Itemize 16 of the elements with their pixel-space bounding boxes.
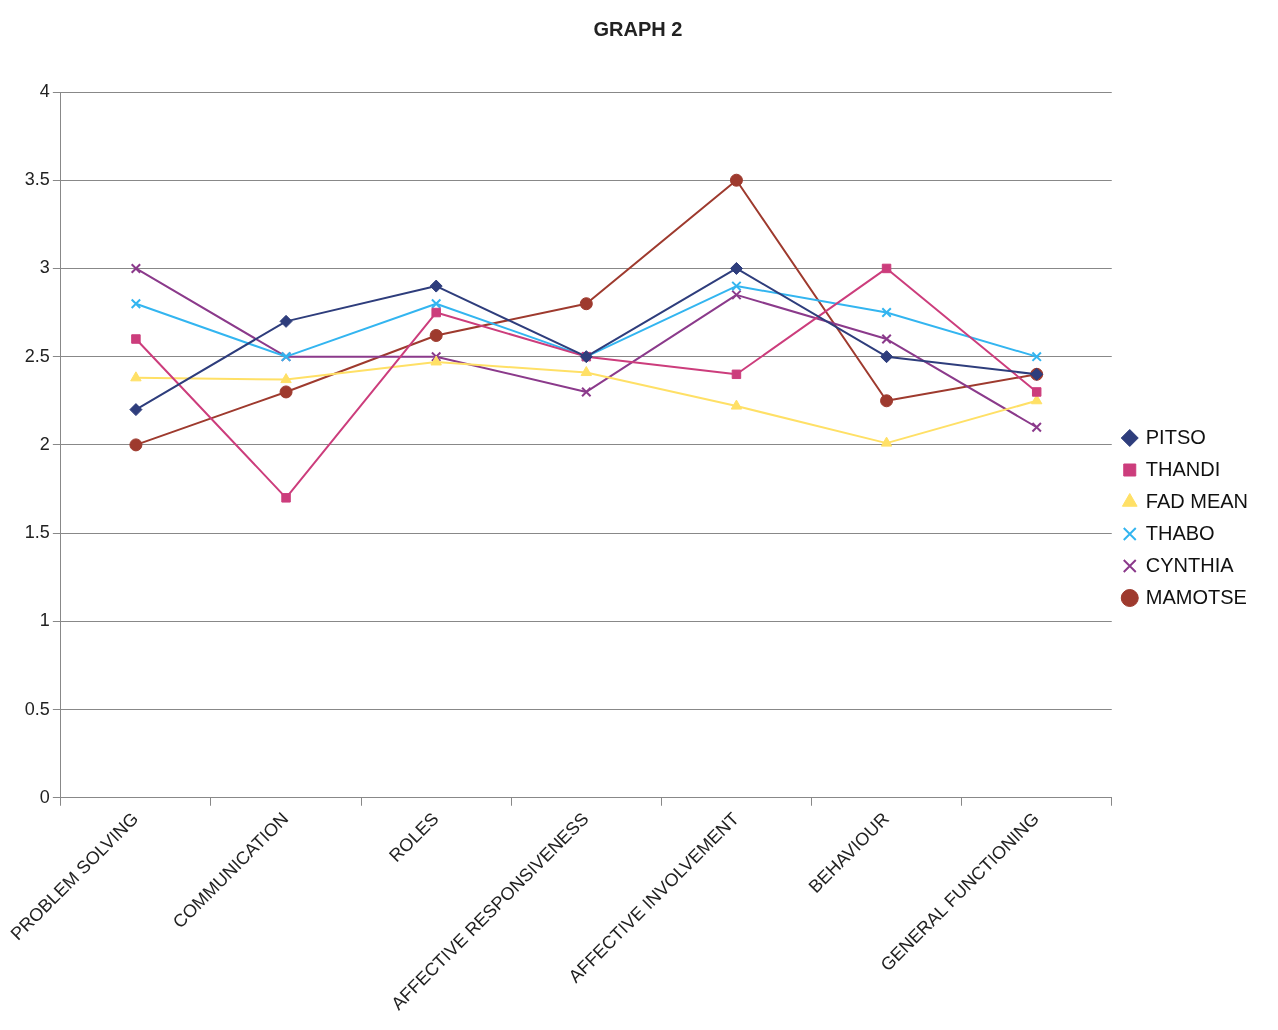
- y-tick-label: 1.5: [24, 522, 50, 543]
- y-tick-label: 0.5: [24, 698, 50, 719]
- legend-label: PITSO: [1145, 425, 1206, 448]
- y-tick-label: 4: [39, 80, 50, 101]
- legend-label: CYNTHIA: [1145, 553, 1235, 576]
- y-tick-label: 2: [39, 433, 50, 454]
- y-tick-label: 0: [39, 786, 50, 807]
- y-tick-label: 3: [39, 257, 50, 278]
- y-tick-label: 2.5: [24, 345, 50, 366]
- legend-label: THABO: [1145, 521, 1215, 544]
- chart-title: GRAPH 2: [593, 17, 683, 40]
- y-tick-label: 1: [39, 610, 50, 631]
- y-tick-label: 3.5: [24, 169, 50, 190]
- legend-label: MAMOTSE: [1145, 585, 1247, 608]
- legend-label: FAD MEAN: [1145, 489, 1249, 512]
- legend-label: THANDI: [1145, 457, 1221, 480]
